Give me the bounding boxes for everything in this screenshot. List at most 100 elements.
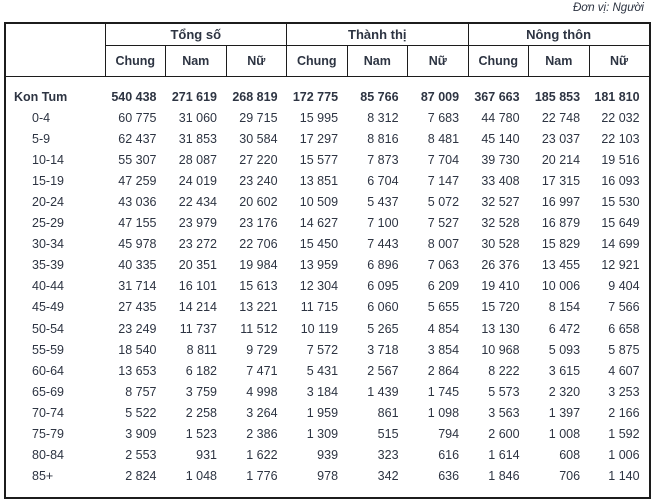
- cell-value: 14 214: [178, 300, 217, 315]
- cell-value: 6 896: [367, 258, 399, 273]
- cell-value: 20 351: [178, 258, 217, 273]
- cell-value: 19 984: [239, 258, 278, 273]
- cell-value: 39 730: [481, 152, 520, 167]
- table-row: 75-79 3 909 1 523 2 386 1 309 515 794 2 600 1 00…: [5, 424, 650, 445]
- cell-value: 608: [559, 448, 581, 463]
- cell-value: 268 819: [232, 89, 278, 104]
- cell-value: 271 619: [171, 89, 217, 104]
- cell-value: 8 222: [488, 363, 520, 378]
- cell-value: 11 737: [179, 321, 217, 336]
- cell-value: 26 376: [481, 258, 520, 273]
- cell-value: 616: [438, 448, 460, 463]
- cell-value: 13 851: [299, 173, 339, 188]
- cell-value: 22 748: [541, 110, 581, 125]
- cell-value: 31 714: [118, 279, 157, 294]
- cell-value: 978: [317, 469, 339, 484]
- cell-value: 23 249: [118, 321, 157, 336]
- cell-value: 15 720: [481, 300, 520, 315]
- cell-value: 29 715: [239, 110, 278, 125]
- cell-value: 636: [438, 469, 460, 484]
- cell-value: 1 008: [548, 427, 581, 442]
- cell-value: 794: [438, 427, 460, 442]
- cell-value: 1 776: [246, 469, 278, 484]
- cell-value: 24 019: [178, 173, 217, 188]
- row-label: 70-74: [32, 405, 64, 420]
- cell-value: 861: [377, 405, 399, 420]
- cell-value: 7 100: [367, 216, 399, 231]
- row-label: 40-44: [32, 279, 64, 294]
- cell-value: 45 140: [481, 131, 520, 146]
- row-label: 30-34: [32, 237, 64, 252]
- cell-value: 540 438: [111, 89, 157, 104]
- cell-value: 5 522: [125, 405, 157, 420]
- cell-value: 12 921: [601, 258, 640, 273]
- cell-value: 5 431: [306, 363, 339, 378]
- cell-value: 1 745: [427, 384, 460, 399]
- cell-value: 32 527: [481, 195, 520, 210]
- cell-value: 2 553: [125, 448, 157, 463]
- cell-value: 342: [377, 469, 399, 484]
- group-header-row: Tổng số Thành thị Nông thôn: [4, 22, 651, 77]
- cell-value: 6 704: [367, 173, 399, 188]
- cell-value: 7 147: [427, 173, 460, 188]
- cell-value: 1 006: [608, 448, 640, 463]
- cell-value: 8 312: [367, 110, 399, 125]
- subheader-1-2: Nữ: [407, 45, 469, 77]
- cell-value: 22 032: [601, 110, 640, 125]
- cell-value: 22 706: [239, 237, 278, 252]
- row-label: 20-24: [32, 195, 64, 210]
- table-row: 20-24 43 036 22 434 20 602 10 509 5 437 5 072 3…: [5, 191, 650, 212]
- cell-value: 23 979: [178, 216, 217, 231]
- cell-value: 20 602: [239, 195, 278, 210]
- row-label: 10-14: [32, 152, 64, 167]
- colgroup-tong-so: Tổng số: [104, 22, 288, 46]
- cell-value: 15 530: [601, 195, 640, 210]
- cell-value: 2 386: [246, 427, 278, 442]
- cell-value: 20 214: [541, 152, 581, 167]
- cell-value: 3 563: [488, 405, 520, 420]
- cell-value: 1 140: [608, 469, 640, 484]
- cell-value: 12 304: [299, 279, 339, 294]
- cell-value: 2 864: [427, 363, 460, 378]
- cell-value: 939: [317, 448, 339, 463]
- cell-value: 10 119: [300, 321, 339, 336]
- table-row: 40-44 31 714 16 101 15 613 12 304 6 095 6 209 1…: [5, 276, 650, 297]
- cell-value: 27 220: [239, 152, 278, 167]
- cell-value: 2 258: [185, 405, 217, 420]
- row-label: 35-39: [32, 258, 64, 273]
- cell-value: 4 854: [427, 321, 460, 336]
- cell-value: 16 093: [601, 173, 640, 188]
- table-row: 0-4 60 775 31 060 29 715 15 995 8 312 7 683 44 …: [5, 107, 650, 128]
- row-label: 25-29: [32, 216, 64, 231]
- cell-value: 23 037: [541, 131, 581, 146]
- row-label: 65-69: [32, 384, 64, 399]
- cell-value: 6 060: [367, 300, 399, 315]
- subheader-0-1: Nam: [165, 45, 227, 77]
- subheader-2-2: Nữ: [588, 45, 651, 77]
- cell-value: 16 997: [541, 195, 581, 210]
- table-row: 50-54 23 249 11 737 11 512 10 119 5 265 4 854 1…: [5, 318, 650, 339]
- cell-value: 15 649: [601, 216, 640, 231]
- cell-value: 33 408: [481, 173, 520, 188]
- table-row: 15-19 47 259 24 019 23 240 13 851 6 704 7 147 3…: [5, 170, 650, 191]
- row-label: Kon Tum: [14, 89, 68, 104]
- cell-value: 172 775: [292, 89, 339, 104]
- cell-value: 8 154: [548, 300, 581, 315]
- cell-value: 185 853: [534, 89, 581, 104]
- cell-value: 1 523: [185, 427, 217, 442]
- table-row: 5-9 62 437 31 853 30 584 17 297 8 816 8 481 45 …: [5, 128, 650, 149]
- cell-value: 1 959: [306, 405, 339, 420]
- population-table: Tổng số Thành thị Nông thôn Chung Nam Nữ Ch…: [4, 22, 651, 499]
- subheader-2-0: Chung: [467, 45, 530, 77]
- cell-value: 13 959: [299, 258, 339, 273]
- cell-value: 40 335: [118, 258, 157, 273]
- cell-value: 23 272: [178, 237, 217, 252]
- table-row: 10-14 55 307 28 087 27 220 15 577 7 873 7 704 3…: [5, 149, 650, 170]
- cell-value: 85 766: [360, 89, 399, 104]
- cell-value: 706: [559, 469, 581, 484]
- cell-value: 6 182: [185, 363, 217, 378]
- cell-value: 15 577: [299, 152, 339, 167]
- row-label: 85+: [32, 469, 54, 484]
- subheader-2-1: Nam: [528, 45, 590, 77]
- cell-value: 10 006: [541, 279, 581, 294]
